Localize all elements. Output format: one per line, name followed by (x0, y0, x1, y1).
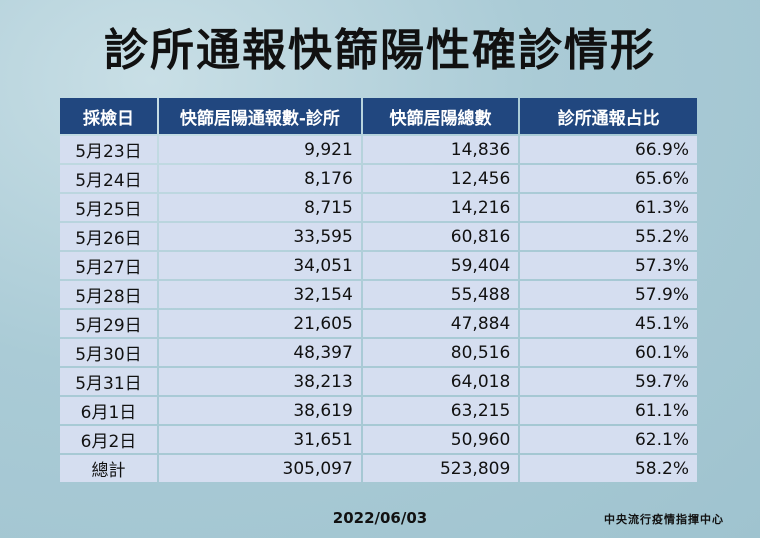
table-total-row: 總計 305,097 523,809 58.2% (60, 455, 697, 482)
cell-sample-date: 5月25日 (60, 194, 157, 221)
cell-clinic-reports: 8,176 (158, 165, 361, 192)
column-header-sample-date: 採檢日 (60, 98, 157, 134)
table-row: 5月29日 21,605 47,884 45.1% (60, 310, 697, 337)
cell-sample-date: 5月27日 (60, 252, 157, 279)
cell-clinic-reports: 31,651 (158, 426, 361, 453)
cell-sample-date: 6月2日 (60, 426, 157, 453)
cell-clinic-reports: 38,619 (158, 397, 361, 424)
column-header-clinic-reports: 快篩居陽通報數-診所 (158, 98, 361, 134)
page-title: 診所通報快篩陽性確診情形 (104, 25, 656, 76)
cell-clinic-share: 55.2% (520, 223, 697, 250)
cell-clinic-share: 45.1% (520, 310, 697, 337)
cell-clinic-reports: 21,605 (158, 310, 361, 337)
cell-clinic-reports: 32,154 (158, 281, 361, 308)
table-header-row: 採檢日 快篩居陽通報數-診所 快篩居陽總數 診所通報占比 (60, 98, 697, 134)
cell-sample-date: 5月24日 (60, 165, 157, 192)
cell-total-positive: 55,488 (362, 281, 519, 308)
table-row: 5月26日 33,595 60,816 55.2% (60, 223, 697, 250)
cell-total-positive: 63,215 (362, 397, 519, 424)
cell-total-positive: 50,960 (362, 426, 519, 453)
cell-total-positive: 47,884 (362, 310, 519, 337)
cell-sample-date: 5月31日 (60, 368, 157, 395)
table-row: 6月1日 38,619 63,215 61.1% (60, 397, 697, 424)
table-row: 5月25日 8,715 14,216 61.3% (60, 194, 697, 221)
cell-clinic-share: 59.7% (520, 368, 697, 395)
cell-clinic-share: 60.1% (520, 339, 697, 366)
table-row: 5月27日 34,051 59,404 57.3% (60, 252, 697, 279)
cell-sample-date: 5月23日 (60, 136, 157, 163)
cell-total-positive: 523,809 (362, 455, 519, 482)
cell-total-positive: 14,216 (362, 194, 519, 221)
data-table: 採檢日 快篩居陽通報數-診所 快篩居陽總數 診所通報占比 5月23日 9,921 1… (58, 96, 699, 484)
cell-clinic-reports: 34,051 (158, 252, 361, 279)
column-header-clinic-share: 診所通報占比 (520, 98, 697, 134)
cell-total-positive: 59,404 (362, 252, 519, 279)
table-row: 6月2日 31,651 50,960 62.1% (60, 426, 697, 453)
cell-clinic-share: 57.3% (520, 252, 697, 279)
cell-clinic-reports: 8,715 (158, 194, 361, 221)
cell-clinic-reports: 33,595 (158, 223, 361, 250)
cell-clinic-share: 66.9% (520, 136, 697, 163)
table-row: 5月24日 8,176 12,456 65.6% (60, 165, 697, 192)
table-row: 5月28日 32,154 55,488 57.9% (60, 281, 697, 308)
cell-total-positive: 12,456 (362, 165, 519, 192)
cell-total-positive: 60,816 (362, 223, 519, 250)
column-header-total-positive: 快篩居陽總數 (362, 98, 519, 134)
cell-sample-date: 5月29日 (60, 310, 157, 337)
cell-clinic-share: 61.3% (520, 194, 697, 221)
cell-clinic-reports: 48,397 (158, 339, 361, 366)
report-date: 2022/06/03 (332, 509, 428, 527)
cell-clinic-reports: 38,213 (158, 368, 361, 395)
table-row: 5月31日 38,213 64,018 59.7% (60, 368, 697, 395)
cell-clinic-reports: 305,097 (158, 455, 361, 482)
cell-clinic-share: 58.2% (520, 455, 697, 482)
cell-clinic-share: 61.1% (520, 397, 697, 424)
cell-sample-date: 總計 (60, 455, 157, 482)
organization-name: 中央流行疫情指揮中心 (604, 513, 724, 526)
cell-total-positive: 80,516 (362, 339, 519, 366)
cell-total-positive: 14,836 (362, 136, 519, 163)
cell-clinic-reports: 9,921 (158, 136, 361, 163)
cell-sample-date: 6月1日 (60, 397, 157, 424)
cell-total-positive: 64,018 (362, 368, 519, 395)
table-row: 5月23日 9,921 14,836 66.9% (60, 136, 697, 163)
cell-sample-date: 5月30日 (60, 339, 157, 366)
cell-sample-date: 5月26日 (60, 223, 157, 250)
cell-clinic-share: 57.9% (520, 281, 697, 308)
table-row: 5月30日 48,397 80,516 60.1% (60, 339, 697, 366)
cell-clinic-share: 65.6% (520, 165, 697, 192)
cell-sample-date: 5月28日 (60, 281, 157, 308)
cell-clinic-share: 62.1% (520, 426, 697, 453)
